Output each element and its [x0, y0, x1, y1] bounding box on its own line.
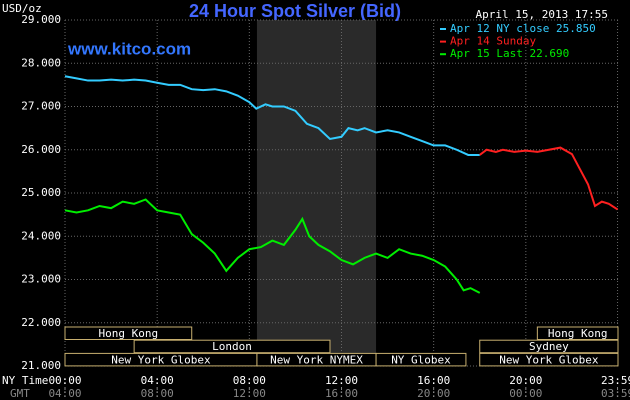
x2-tick-label: 03:59 [601, 387, 630, 400]
x-tick-label: 23:59 [601, 374, 630, 387]
y-tick-label: 28.000 [21, 56, 61, 69]
session-label: Sydney [529, 340, 569, 353]
series-line [64, 75, 480, 156]
y-tick-label: 26.000 [21, 143, 61, 156]
x2-tick-label: 04:00 [48, 387, 81, 400]
y-tick-label: 22.000 [21, 316, 61, 329]
session-label: NY Globex [391, 353, 451, 366]
y-axis-label: USD/oz [2, 2, 42, 15]
source: www.kitco.com [67, 39, 191, 58]
session-label: Hong Kong [99, 327, 159, 340]
series-line [64, 198, 481, 294]
x2-axis-label: GMT [10, 387, 30, 400]
x-tick-label: 00:00 [48, 374, 81, 387]
timestamp: April 15, 2013 17:55 [476, 8, 608, 21]
session-label: New York Globex [499, 353, 599, 366]
session-label: New York Globex [111, 353, 211, 366]
x-tick-label: 08:00 [233, 374, 266, 387]
x2-tick-label: 00:00 [509, 387, 542, 400]
session-label: London [212, 340, 252, 353]
legend-label: Apr 12 NY close 25.850 [450, 22, 596, 35]
y-tick-label: 29.000 [21, 13, 61, 26]
session-box [536, 326, 619, 340]
y-tick-label: 21.000 [21, 359, 61, 372]
session-box [479, 352, 619, 367]
y-tick-label: 25.000 [21, 186, 61, 199]
series-line [479, 146, 619, 211]
session-box [375, 352, 467, 367]
session-box [64, 326, 193, 340]
x2-tick-label: 12:00 [233, 387, 266, 400]
legend-label: Apr 14 Sunday [450, 35, 536, 48]
session-label: New York NYMEX [270, 353, 363, 366]
x2-tick-label: 16:00 [325, 387, 358, 400]
y-tick-label: 24.000 [21, 229, 61, 242]
x-tick-label: 12:00 [325, 374, 358, 387]
x2-tick-label: 08:00 [141, 387, 174, 400]
x-axis-label: NY Time [2, 374, 48, 387]
x-tick-label: 20:00 [509, 374, 542, 387]
y-tick-label: 23.000 [21, 273, 61, 286]
session-box [479, 339, 619, 354]
x-tick-label: 16:00 [417, 374, 450, 387]
y-tick-label: 27.000 [21, 100, 61, 113]
session-box [133, 339, 331, 354]
x2-tick-label: 20:00 [417, 387, 450, 400]
session-label: Hong Kong [548, 327, 608, 340]
legend-label: Apr 15 Last 22.690 [450, 47, 569, 60]
session-shade [256, 20, 377, 366]
x-tick-label: 04:00 [141, 374, 174, 387]
chart-title: 24 Hour Spot Silver (Bid) [189, 1, 401, 21]
